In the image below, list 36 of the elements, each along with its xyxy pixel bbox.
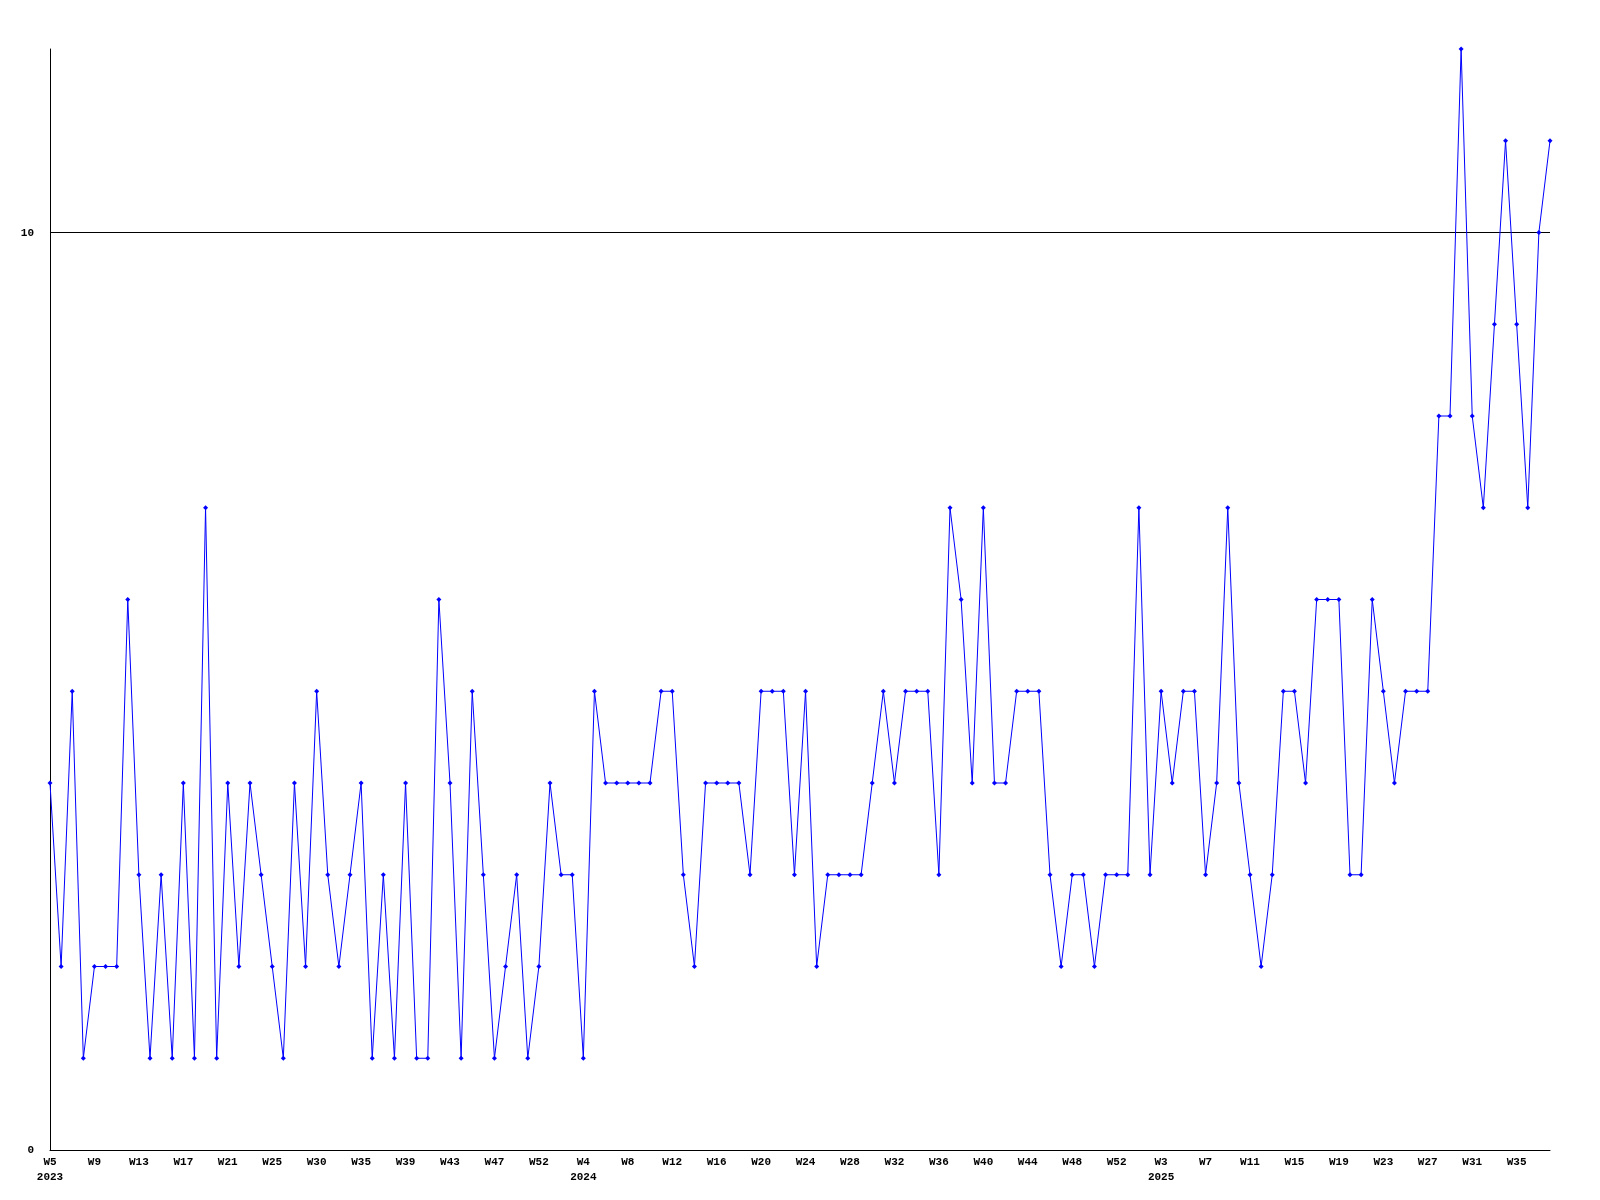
x-tick-label: W44 [1017, 1155, 1039, 1168]
x-tick-label: W17 [173, 1155, 194, 1168]
x-tick-label: W7 [1198, 1155, 1213, 1168]
x-tick-label: W48 [1062, 1155, 1083, 1168]
x-tick-label: W35 [351, 1155, 372, 1168]
x-tick-label: W24 [795, 1155, 816, 1168]
x-tick-label: W13 [128, 1155, 150, 1168]
x-tick-label: W32 [884, 1155, 905, 1168]
x-tick-label: W30 [306, 1155, 327, 1168]
x-tick-label: W43 [440, 1155, 461, 1168]
x-tick-label: W8 [621, 1155, 635, 1168]
x-tick-label: W11 [1240, 1155, 1261, 1168]
x-tick-label: W19 [1328, 1155, 1349, 1168]
x-tick-label: W52 [1106, 1155, 1127, 1168]
y-tick-label: 0 [27, 1144, 34, 1156]
x-tick-label: W20 [751, 1155, 772, 1168]
x-tick-label: W23 [1373, 1155, 1394, 1168]
x-tick-label: W27 [1417, 1155, 1438, 1168]
x-tick-label: W5 2023 [36, 1155, 64, 1183]
x-tick-label: W39 [395, 1155, 416, 1168]
x-tick-label: W16 [706, 1155, 727, 1168]
x-tick-label: W35 [1506, 1155, 1527, 1168]
x-tick-label: W28 [840, 1155, 861, 1168]
x-tick-label: W21 [217, 1155, 239, 1168]
x-tick-label: W36 [928, 1155, 949, 1168]
y-tick-label: 10 [20, 226, 34, 239]
x-tick-label: W12 [662, 1155, 683, 1168]
x-tick-label: W3 2025 [1147, 1155, 1175, 1183]
x-tick-label: W25 [262, 1155, 283, 1168]
x-tick-label: W47 [484, 1155, 505, 1168]
x-tick-label: W52 [528, 1155, 549, 1168]
x-tick-label: W15 [1284, 1155, 1305, 1168]
x-tick-label: W9 [87, 1155, 102, 1168]
x-tick-label: W40 [973, 1155, 994, 1168]
x-tick-label: W4 2024 [570, 1155, 597, 1183]
x-tick-label: W31 [1462, 1155, 1483, 1168]
